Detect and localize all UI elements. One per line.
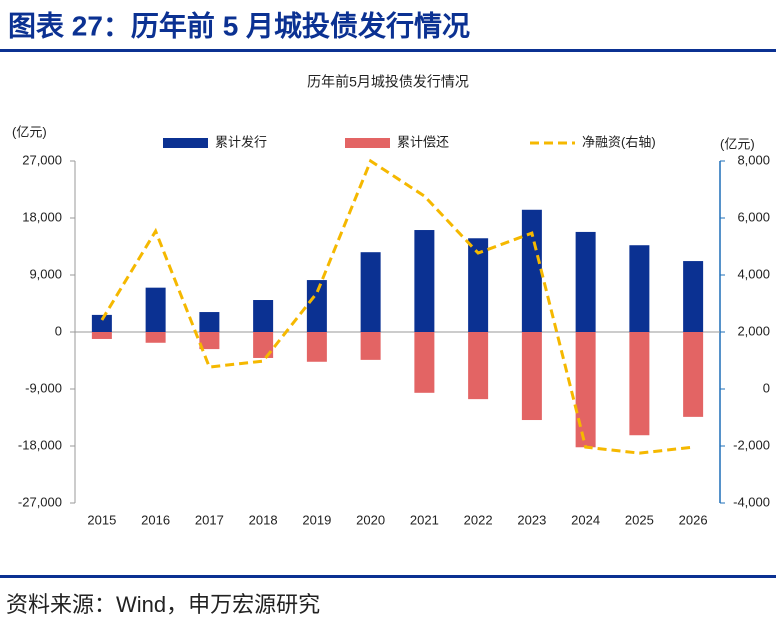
bar xyxy=(199,332,220,350)
bar xyxy=(414,230,435,332)
y2-tick-label: -4,000 xyxy=(733,494,770,509)
title-rule xyxy=(0,49,776,52)
bar xyxy=(306,280,327,332)
source: 资料来源：Wind，申万宏源研究 xyxy=(6,592,320,617)
footer-rule xyxy=(0,575,776,578)
y-tick-label: 0 xyxy=(55,323,62,338)
x-tick-label: 2015 xyxy=(87,512,116,527)
x-tick-label: 2019 xyxy=(302,512,331,527)
bar xyxy=(360,332,381,360)
chart-title: 历年前5月城投债发行情况 xyxy=(307,74,469,90)
legend-swatch xyxy=(163,138,208,148)
y-tick-label: -27,000 xyxy=(18,494,62,509)
bar xyxy=(629,332,650,436)
bar xyxy=(145,287,166,332)
x-tick-label: 2025 xyxy=(625,512,654,527)
y-tick-label: -18,000 xyxy=(18,437,62,452)
bar xyxy=(414,332,435,393)
x-tick-label: 2021 xyxy=(410,512,439,527)
bar xyxy=(629,245,650,332)
y2-tick-label: 8,000 xyxy=(737,152,770,167)
bar xyxy=(521,209,542,332)
bar xyxy=(91,332,112,339)
y2-tick-label: 6,000 xyxy=(737,209,770,224)
y2-axis-label: (亿元) xyxy=(720,136,755,151)
x-tick-label: 2020 xyxy=(356,512,385,527)
bar xyxy=(253,300,274,332)
y2-tick-label: 2,000 xyxy=(737,323,770,338)
y2-tick-label: -2,000 xyxy=(733,437,770,452)
page-title: 图表 27：历年前 5 月城投债发行情况 xyxy=(8,9,470,41)
bar xyxy=(468,332,489,400)
x-tick-label: 2016 xyxy=(141,512,170,527)
bar xyxy=(683,261,704,332)
bar xyxy=(91,314,112,332)
bar xyxy=(360,252,381,332)
legend-label: 累计发行 xyxy=(215,134,267,149)
legend-swatch xyxy=(345,138,390,148)
legend-label: 累计偿还 xyxy=(397,134,449,149)
legend-label: 净融资(右轴) xyxy=(582,134,656,149)
bar xyxy=(683,332,704,417)
net-line xyxy=(100,158,694,455)
y2-tick-label: 4,000 xyxy=(737,266,770,281)
y-tick-label: -9,000 xyxy=(25,380,62,395)
bar xyxy=(306,332,327,362)
x-tick-label: 2017 xyxy=(195,512,224,527)
y-axis-label: (亿元) xyxy=(12,124,47,139)
y2-tick-label: 0 xyxy=(763,380,770,395)
y-tick-label: 18,000 xyxy=(22,209,62,224)
x-tick-label: 2018 xyxy=(249,512,278,527)
y-tick-label: 27,000 xyxy=(22,152,62,167)
x-tick-label: 2022 xyxy=(464,512,493,527)
x-tick-label: 2023 xyxy=(517,512,546,527)
bar xyxy=(521,332,542,421)
bar xyxy=(145,332,166,343)
bar xyxy=(468,238,489,332)
y-tick-label: 9,000 xyxy=(29,266,62,281)
bar xyxy=(253,332,274,358)
bar xyxy=(575,332,596,448)
bar xyxy=(575,231,596,332)
x-tick-label: 2026 xyxy=(679,512,708,527)
bar xyxy=(199,312,220,332)
x-tick-label: 2024 xyxy=(571,512,600,527)
